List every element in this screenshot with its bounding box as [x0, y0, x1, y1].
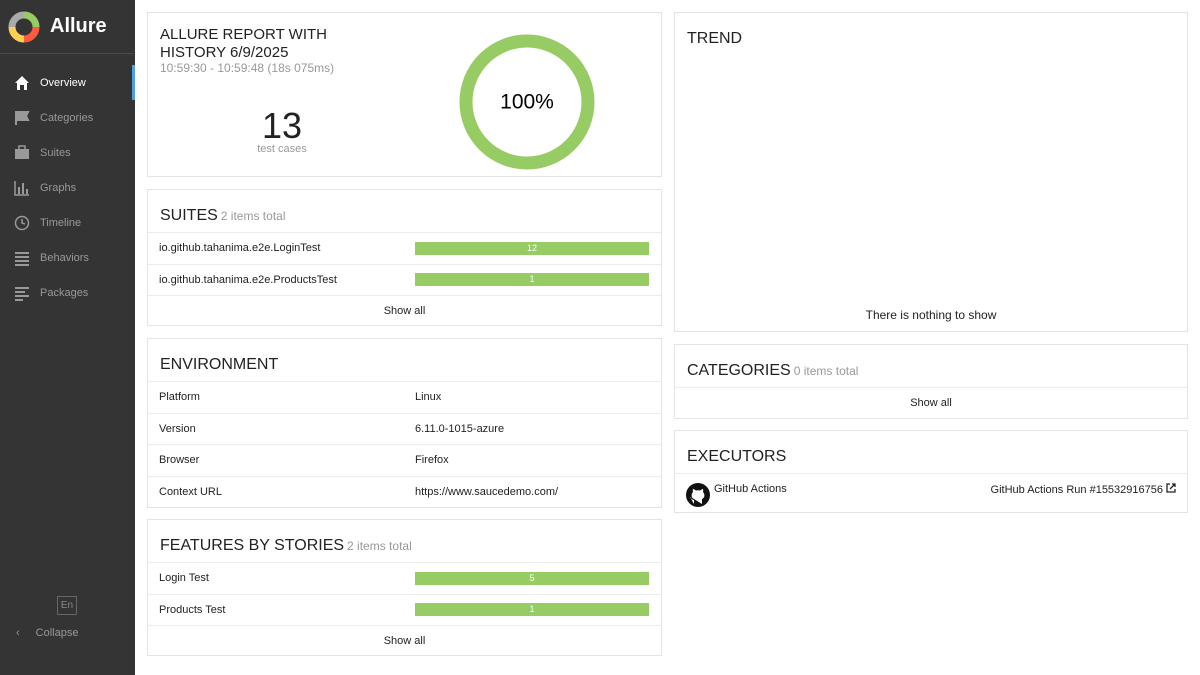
status-bar: 5 — [415, 571, 649, 585]
menu-item[interactable]: Categories — [0, 100, 135, 135]
github-logo — [686, 483, 710, 507]
row[interactable]: Products Test 1 — [148, 593, 661, 626]
rows: GitHub Actions GitHub Actions Run #155329… — [675, 473, 1187, 513]
menu-icon — [15, 286, 29, 301]
menu-label: Behaviors — [40, 251, 89, 264]
menu-label: Packages — [40, 286, 89, 299]
env-key: Browser — [159, 454, 200, 467]
menu-label: Suites — [40, 146, 71, 159]
menu-icon — [15, 75, 29, 90]
menu-label: Timeline — [40, 216, 82, 229]
row-name: Products Test — [159, 603, 226, 616]
status-bar: 1 — [415, 603, 649, 617]
collapse-button[interactable]: ‹ Collapse — [16, 627, 79, 639]
test-label: test cases — [257, 143, 307, 155]
panel-header: ENVIRONMENT — [148, 339, 661, 381]
language-button[interactable]: En — [57, 596, 77, 615]
row-name: io.github.tahanima.e2e.ProductsTest — [159, 273, 337, 286]
panel-header: TREND — [675, 13, 1187, 55]
donut-ring — [459, 34, 595, 170]
executor-build[interactable]: GitHub Actions Run #15532916756 — [991, 483, 1176, 496]
menu-label: Graphs — [40, 181, 77, 194]
menu-item[interactable]: Suites — [0, 135, 135, 170]
collapse-label: Collapse — [35, 627, 79, 639]
menu-icon — [14, 215, 30, 230]
menu-icon — [14, 180, 29, 196]
categories-panel: CATEGORIES 0 items total Show all — [674, 344, 1188, 419]
external-link-icon — [1166, 483, 1176, 493]
donut: 100% — [459, 34, 595, 170]
row: Context URL https://www.saucedemo.com/ — [148, 475, 661, 508]
summary-panel: ALLURE REPORT WITH HISTORY 6/9/2025 10:5… — [147, 12, 662, 177]
menu-icon — [15, 144, 29, 159]
row[interactable]: Login Test 5 — [148, 562, 661, 594]
empty-message: There is nothing to show — [865, 308, 997, 322]
percent: 100% — [500, 91, 554, 114]
status-bar: 12 — [415, 241, 649, 255]
features-panel: FEATURES BY STORIES 2 items total Login T… — [147, 519, 662, 656]
panel-header: CATEGORIES 0 items total — [675, 345, 1187, 387]
report-title: ALLURE REPORT WITH HISTORY 6/9/2025 — [160, 26, 327, 61]
menu-label: Overview — [40, 76, 86, 89]
env-value: Firefox — [415, 454, 449, 467]
env-value: Linux — [415, 391, 442, 404]
panel-title: FEATURES BY STORIES — [160, 537, 345, 554]
panel-header: FEATURES BY STORIES 2 items total — [148, 520, 661, 562]
suites-panel: SUITES 2 items total io.github.tahanima.e… — [147, 189, 662, 326]
executor-name: GitHub Actions — [714, 483, 787, 495]
panel-title: TREND — [687, 30, 743, 47]
logo — [8, 11, 40, 42]
report-time: 10:59:30 - 10:59:48 (18s 075ms) — [160, 61, 335, 75]
panel-title: SUITES — [160, 207, 218, 224]
row: Platform Linux — [148, 381, 661, 413]
build-link[interactable]: GitHub Actions Run #15532916756 — [990, 484, 1163, 496]
brand-name: Allure — [50, 15, 107, 37]
panel-subtitle: 2 items total — [347, 539, 412, 553]
show-all[interactable]: Show all — [675, 387, 1187, 419]
panel-header: EXECUTORS — [675, 431, 1187, 473]
panel-subtitle: 0 items total — [793, 364, 859, 378]
rows: Platform Linux Version 6.11.0-1015-azure Bro… — [148, 381, 661, 507]
row-name: Login Test — [159, 572, 209, 585]
env-key: Platform — [159, 391, 200, 404]
menu: Overview Categories Suites Graphs Timeline Be… — [0, 54, 135, 310]
row[interactable]: io.github.tahanima.e2e.LoginTest 12 — [148, 232, 661, 264]
show-all[interactable]: Show all — [148, 295, 661, 327]
env-value: 6.11.0-1015-azure — [415, 422, 505, 435]
rows: io.github.tahanima.e2e.LoginTest 12 io.git… — [148, 232, 661, 295]
test-count: 13 — [261, 105, 303, 146]
sidebar: Allure Overview Categories Suites Graphs Tim… — [0, 0, 135, 675]
row[interactable]: io.github.tahanima.e2e.ProductsTest 1 — [148, 263, 661, 296]
row-name: io.github.tahanima.e2e.LoginTest — [159, 242, 321, 255]
env-value: https://www.saucedemo.com/ — [415, 485, 559, 498]
panel-title: EXECUTORS — [687, 448, 787, 465]
rows: Login Test 5 Products Test 1 — [148, 562, 661, 625]
menu-item[interactable]: Timeline — [0, 205, 135, 240]
panel-title: ENVIRONMENT — [160, 356, 279, 373]
env-key: Version — [159, 422, 196, 435]
menu-icon — [15, 110, 30, 125]
executors-panel: EXECUTORS GitHub Actions GitHub Actions R… — [674, 430, 1188, 513]
panel-header: SUITES 2 items total — [148, 190, 661, 232]
environment-panel: ENVIRONMENT Platform Linux Version 6.11.0-1… — [147, 338, 662, 508]
env-key: Context URL — [159, 485, 222, 498]
status-bar: 1 — [415, 273, 649, 287]
show-all[interactable]: Show all — [148, 625, 661, 657]
menu-item[interactable]: Packages — [0, 275, 135, 310]
menu-item[interactable]: Overview — [0, 65, 135, 100]
menu-item[interactable]: Behaviors — [0, 240, 135, 275]
row: GitHub Actions GitHub Actions Run #155329… — [675, 473, 1187, 513]
panel-title: CATEGORIES — [687, 362, 791, 379]
menu-item[interactable]: Graphs — [0, 170, 135, 205]
row: Version 6.11.0-1015-azure — [148, 412, 661, 445]
brand[interactable]: Allure — [0, 0, 135, 54]
menu-icon — [15, 251, 29, 266]
panel-subtitle: 2 items total — [220, 209, 286, 223]
trend-panel: TREND There is nothing to show — [674, 12, 1188, 332]
github-icon — [686, 483, 710, 507]
row: Browser Firefox — [148, 444, 661, 476]
menu-label: Categories — [40, 111, 94, 124]
